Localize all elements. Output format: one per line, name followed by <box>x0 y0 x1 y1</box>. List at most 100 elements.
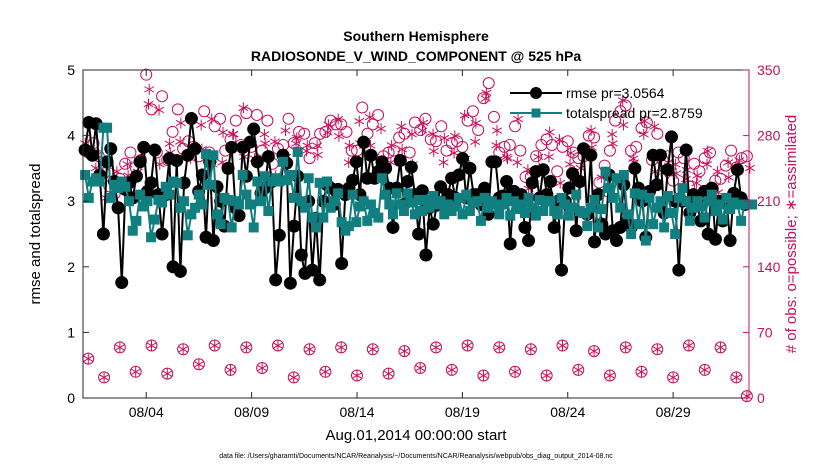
obs-assimilated-point <box>351 370 363 382</box>
rmse-point <box>283 276 297 290</box>
rmse-point <box>155 227 169 241</box>
y-tick-label-right: 210 <box>757 193 781 209</box>
spread-point <box>245 199 256 210</box>
spread-point <box>644 192 655 203</box>
spread-point <box>149 214 160 225</box>
spread-point <box>321 176 332 187</box>
obs-assimilated-point <box>99 371 110 383</box>
x-tick-label: 08/04 <box>129 404 164 420</box>
obs-assimilated-point <box>607 137 618 149</box>
data-file-footnote: data file: /Users/gharamti/Documents/NCA… <box>219 453 613 460</box>
rmse-point <box>547 220 561 234</box>
spread-point <box>292 147 303 157</box>
spread-point <box>633 219 644 230</box>
obs-assimilated-point <box>354 115 365 127</box>
rmse-point <box>206 234 220 248</box>
obs-assimilated-point <box>431 341 442 353</box>
spread-point <box>402 188 413 199</box>
obs-assimilated-point <box>557 340 568 352</box>
legend-label-spread: totalspread pr=2.8759 <box>566 105 703 121</box>
obs-possible-point <box>487 110 500 123</box>
y-tick-label: 0 <box>67 390 75 406</box>
obs-assimilated-point <box>322 126 333 138</box>
obs-possible-point <box>514 144 527 157</box>
rmse-point <box>225 140 239 154</box>
spread-point <box>259 171 270 182</box>
obs-possible-point <box>704 146 717 159</box>
obs-possible-point <box>461 114 474 127</box>
spread-point <box>618 169 629 180</box>
obs-possible-point <box>419 112 432 125</box>
obs-possible-point <box>308 137 321 150</box>
obs-assimilated-point <box>480 93 491 105</box>
y-tick-label: 2 <box>67 259 75 275</box>
rmse-point <box>379 161 393 175</box>
rmse-point <box>588 235 602 249</box>
obs-assimilated-point <box>478 370 489 382</box>
obs-assimilated-point <box>543 151 554 163</box>
rmse-point <box>522 234 536 248</box>
obs-assimilated-point <box>178 343 189 355</box>
obs-possible-point <box>582 129 595 142</box>
obs-assimilated-point <box>494 341 505 353</box>
rmse-point <box>148 143 162 157</box>
spread-point <box>248 222 259 233</box>
spread-point <box>747 199 758 210</box>
spread-point <box>318 212 329 223</box>
spread-point <box>215 219 226 230</box>
obs-possible-point <box>119 157 132 170</box>
y-axis-label: rmse and totalspread <box>27 164 44 305</box>
rmse-point <box>313 273 327 287</box>
obs-possible-point <box>140 68 153 81</box>
rmse-point <box>247 122 261 136</box>
obs-assimilated-point <box>280 125 291 137</box>
obs-assimilated-point <box>459 109 470 121</box>
rmse-point <box>243 135 257 149</box>
spread-point <box>131 215 142 226</box>
obs-assimilated-point <box>586 124 597 136</box>
obs-assimilated-point <box>683 340 694 352</box>
obs-assimilated-point <box>257 362 268 374</box>
spread-point <box>464 206 475 217</box>
rmse-point <box>144 176 158 190</box>
series-lines <box>78 112 758 290</box>
spread-point <box>204 179 215 190</box>
obs-assimilated-point <box>364 111 375 123</box>
rmse-point <box>628 161 642 175</box>
obs-assimilated-point <box>269 136 280 148</box>
y-axis-label-right: # of obs: o=possible; ∗=assimilated <box>783 115 800 354</box>
obs-possible-point <box>693 165 706 178</box>
rmse-point <box>96 227 110 241</box>
obs-possible-point <box>424 133 437 146</box>
spread-point <box>237 169 248 180</box>
spread-point <box>648 219 659 230</box>
spread-point <box>310 222 321 233</box>
spread-point <box>681 196 692 207</box>
obs-assimilated-point <box>446 364 457 376</box>
spread-point <box>714 199 725 210</box>
spread-point <box>505 210 516 221</box>
rmse-point <box>115 276 129 290</box>
obs-assimilated-point <box>620 341 631 353</box>
obs-assimilated-point <box>376 123 387 135</box>
spread-point <box>124 196 135 207</box>
rmse-point <box>188 142 202 156</box>
obs-possible-point <box>282 112 295 125</box>
obs-assimilated-point <box>652 343 663 355</box>
x-tick-label: 08/14 <box>339 404 374 420</box>
obs-assimilated-point <box>367 343 378 355</box>
spread-point <box>80 169 91 180</box>
obs-possible-point <box>503 138 516 151</box>
legend-marker-spread <box>531 108 541 118</box>
rmse-point <box>573 175 587 189</box>
rmse-point <box>111 201 125 215</box>
y-tick-label: 3 <box>67 193 75 209</box>
obs-possible-point <box>340 125 353 138</box>
obs-assimilated-point <box>512 156 523 168</box>
obs-assimilated-point <box>525 343 536 355</box>
rmse-point <box>434 180 448 194</box>
rmse-point <box>85 148 99 162</box>
spread-point <box>212 209 223 220</box>
spread-point <box>695 201 706 212</box>
